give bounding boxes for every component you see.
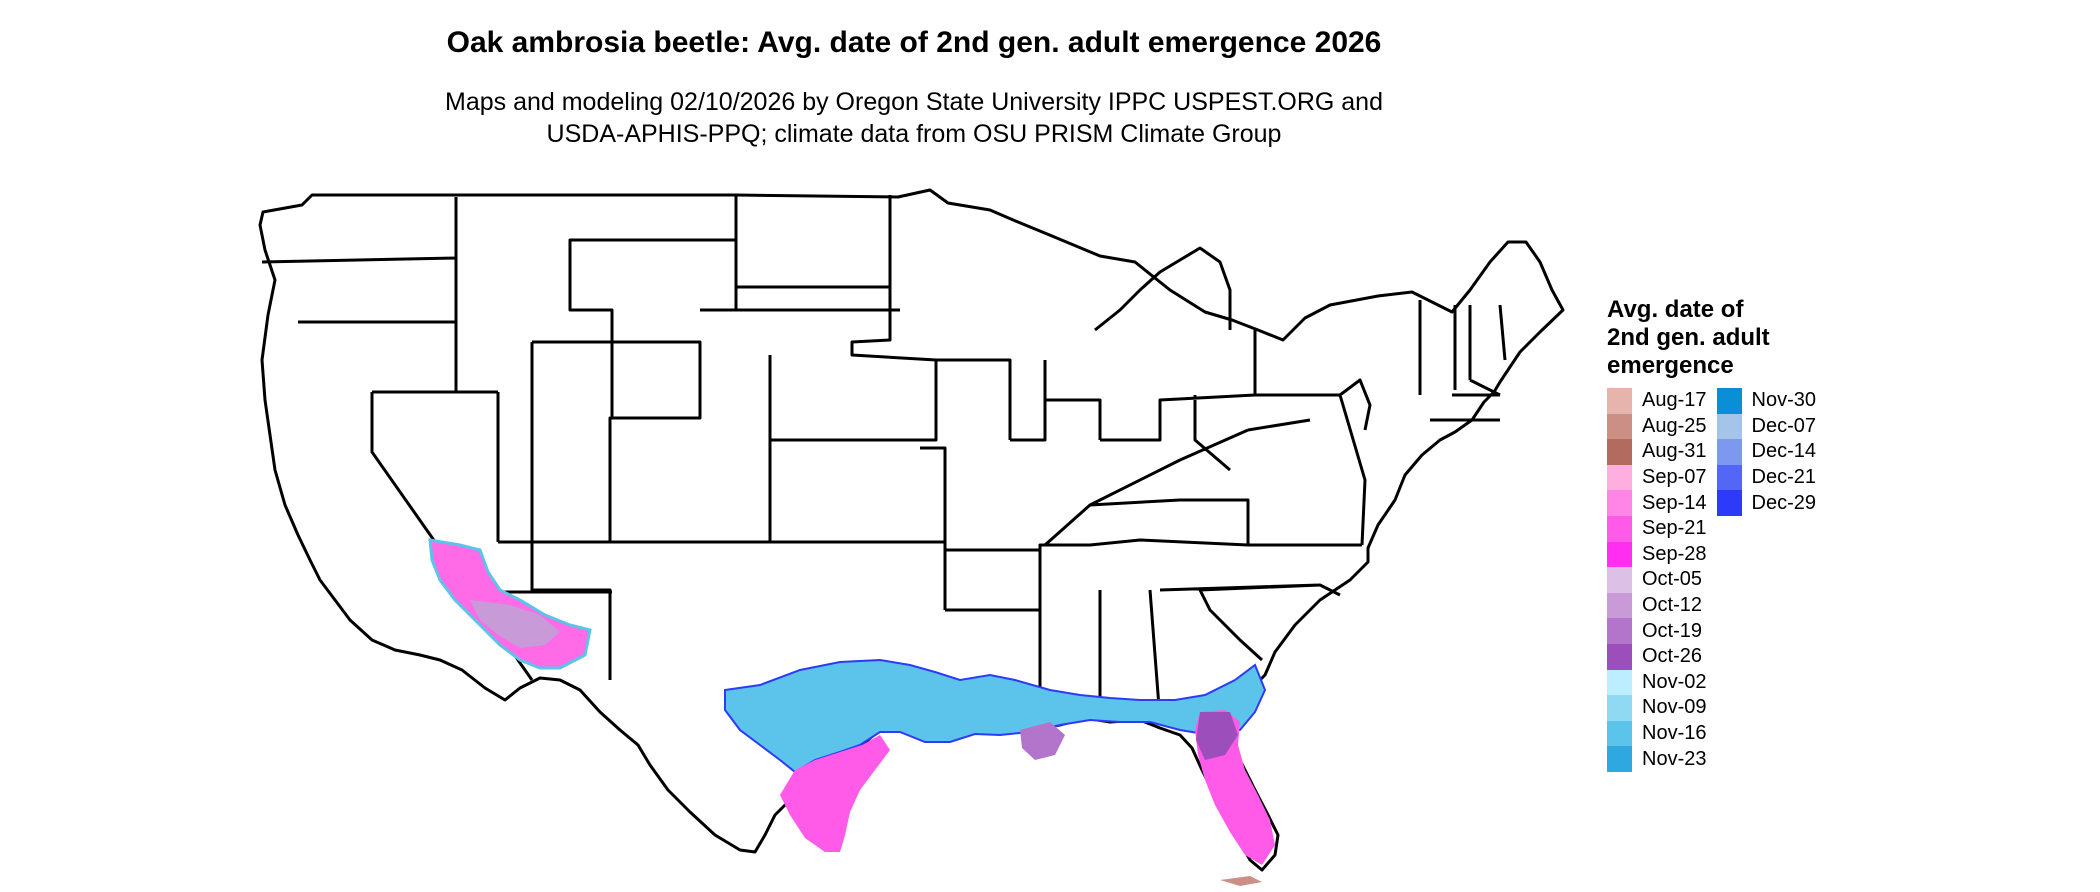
legend-label: Oct-12 <box>1642 594 1703 617</box>
map-title: Oak ambrosia beetle: Avg. date of 2nd ge… <box>446 26 1382 59</box>
legend-swatch <box>1716 464 1742 491</box>
legend-swatch <box>1607 643 1632 670</box>
state-boundaries <box>258 188 1565 872</box>
legend-label: Nov-30 <box>1751 389 1816 412</box>
legend-item: Aug-17 <box>1607 388 1707 414</box>
legend-item: Nov-16 <box>1607 720 1707 747</box>
legend-title-line-1: Avg. date of <box>1607 296 1744 323</box>
legend-item: Oct-26 <box>1607 643 1707 670</box>
legend-label: Dec-07 <box>1751 414 1816 437</box>
legend-column: Nov-30 Dec-07 Dec-14 Dec-21 Dec-29 <box>1716 388 1816 772</box>
legend-label: Sep-28 <box>1642 542 1707 565</box>
map-subtitle: Maps and modeling 02/10/2026 by Oregon S… <box>0 86 1828 150</box>
legend-swatch <box>1607 592 1632 619</box>
zone-florida-north <box>1196 712 1238 760</box>
legend-swatch <box>1607 618 1632 644</box>
legend-item: Sep-14 <box>1607 490 1707 516</box>
subtitle-line-1: Maps and modeling 02/10/2026 by Oregon S… <box>445 88 1383 116</box>
legend-item: Oct-05 <box>1607 567 1707 593</box>
legend-column: Aug-17 Aug-25 Aug-31 Sep-07 Sep-14 Sep-21 Sep-… <box>1607 388 1707 772</box>
legend-label: Sep-21 <box>1642 517 1707 540</box>
legend-item: Dec-14 <box>1716 439 1816 465</box>
legend-label: Dec-14 <box>1751 440 1816 463</box>
legend: Avg. date of 2nd gen. adult emergence Au… <box>1607 296 1816 772</box>
legend-label: Oct-19 <box>1642 619 1703 642</box>
legend-label: Dec-29 <box>1751 491 1816 514</box>
legend-swatch <box>1607 439 1632 465</box>
legend-swatch <box>1607 464 1632 491</box>
legend-item: Aug-31 <box>1607 439 1707 465</box>
legend-item: Nov-09 <box>1607 695 1707 721</box>
legend-item: Sep-07 <box>1607 464 1707 491</box>
legend-title: Avg. date of 2nd gen. adult emergence <box>1607 296 1816 380</box>
us-map <box>258 188 1565 886</box>
legend-swatch <box>1716 439 1742 465</box>
state-lines <box>261 195 1507 724</box>
legend-swatch <box>1607 515 1632 542</box>
legend-swatch <box>1607 695 1632 721</box>
legend-swatch <box>1607 669 1632 696</box>
legend-swatch <box>1607 413 1632 440</box>
legend-item: Oct-19 <box>1607 618 1707 644</box>
legend-title-line-3: emergence <box>1607 352 1734 379</box>
legend-label: Nov-02 <box>1642 670 1707 693</box>
legend-label: Sep-14 <box>1642 491 1707 514</box>
subtitle-line-2: USDA-APHIS-PPQ; climate data from OSU PR… <box>546 120 1282 148</box>
zone-texas-coast <box>780 735 890 852</box>
legend-label: Nov-09 <box>1642 696 1707 719</box>
zone-keys <box>1220 876 1262 886</box>
emergence-zones <box>428 538 1275 886</box>
legend-swatch <box>1716 388 1742 414</box>
legend-swatch <box>1607 567 1632 593</box>
legend-label: Nov-16 <box>1642 722 1707 745</box>
legend-label: Aug-17 <box>1642 389 1707 412</box>
legend-label: Sep-07 <box>1642 466 1707 489</box>
legend-swatch <box>1607 746 1632 772</box>
legend-item: Nov-23 <box>1607 746 1707 772</box>
legend-label: Nov-23 <box>1642 747 1707 770</box>
legend-item: Dec-21 <box>1716 464 1816 491</box>
legend-swatch <box>1607 388 1632 414</box>
legend-swatch <box>1607 541 1632 568</box>
legend-item: Nov-02 <box>1607 669 1707 696</box>
legend-label: Aug-31 <box>1642 440 1707 463</box>
legend-item: Dec-07 <box>1716 413 1816 440</box>
legend-swatch <box>1716 413 1742 440</box>
legend-label: Oct-05 <box>1642 568 1703 591</box>
zone-louisiana <box>1020 722 1065 760</box>
legend-swatch <box>1716 490 1742 516</box>
legend-item: Dec-29 <box>1716 490 1816 516</box>
legend-item: Sep-28 <box>1607 541 1707 568</box>
legend-item: Aug-25 <box>1607 413 1707 440</box>
legend-label: Dec-21 <box>1751 466 1816 489</box>
legend-item: Sep-21 <box>1607 515 1707 542</box>
legend-columns: Aug-17 Aug-25 Aug-31 Sep-07 Sep-14 Sep-21 Sep-… <box>1607 388 1816 772</box>
legend-swatch <box>1607 490 1632 516</box>
zone-southwest-core <box>470 600 560 648</box>
legend-label: Oct-26 <box>1642 645 1703 668</box>
legend-title-line-2: 2nd gen. adult <box>1607 324 1770 351</box>
legend-swatch <box>1607 720 1632 747</box>
legend-item: Oct-12 <box>1607 592 1707 619</box>
legend-item: Nov-30 <box>1716 388 1816 414</box>
legend-label: Aug-25 <box>1642 414 1707 437</box>
